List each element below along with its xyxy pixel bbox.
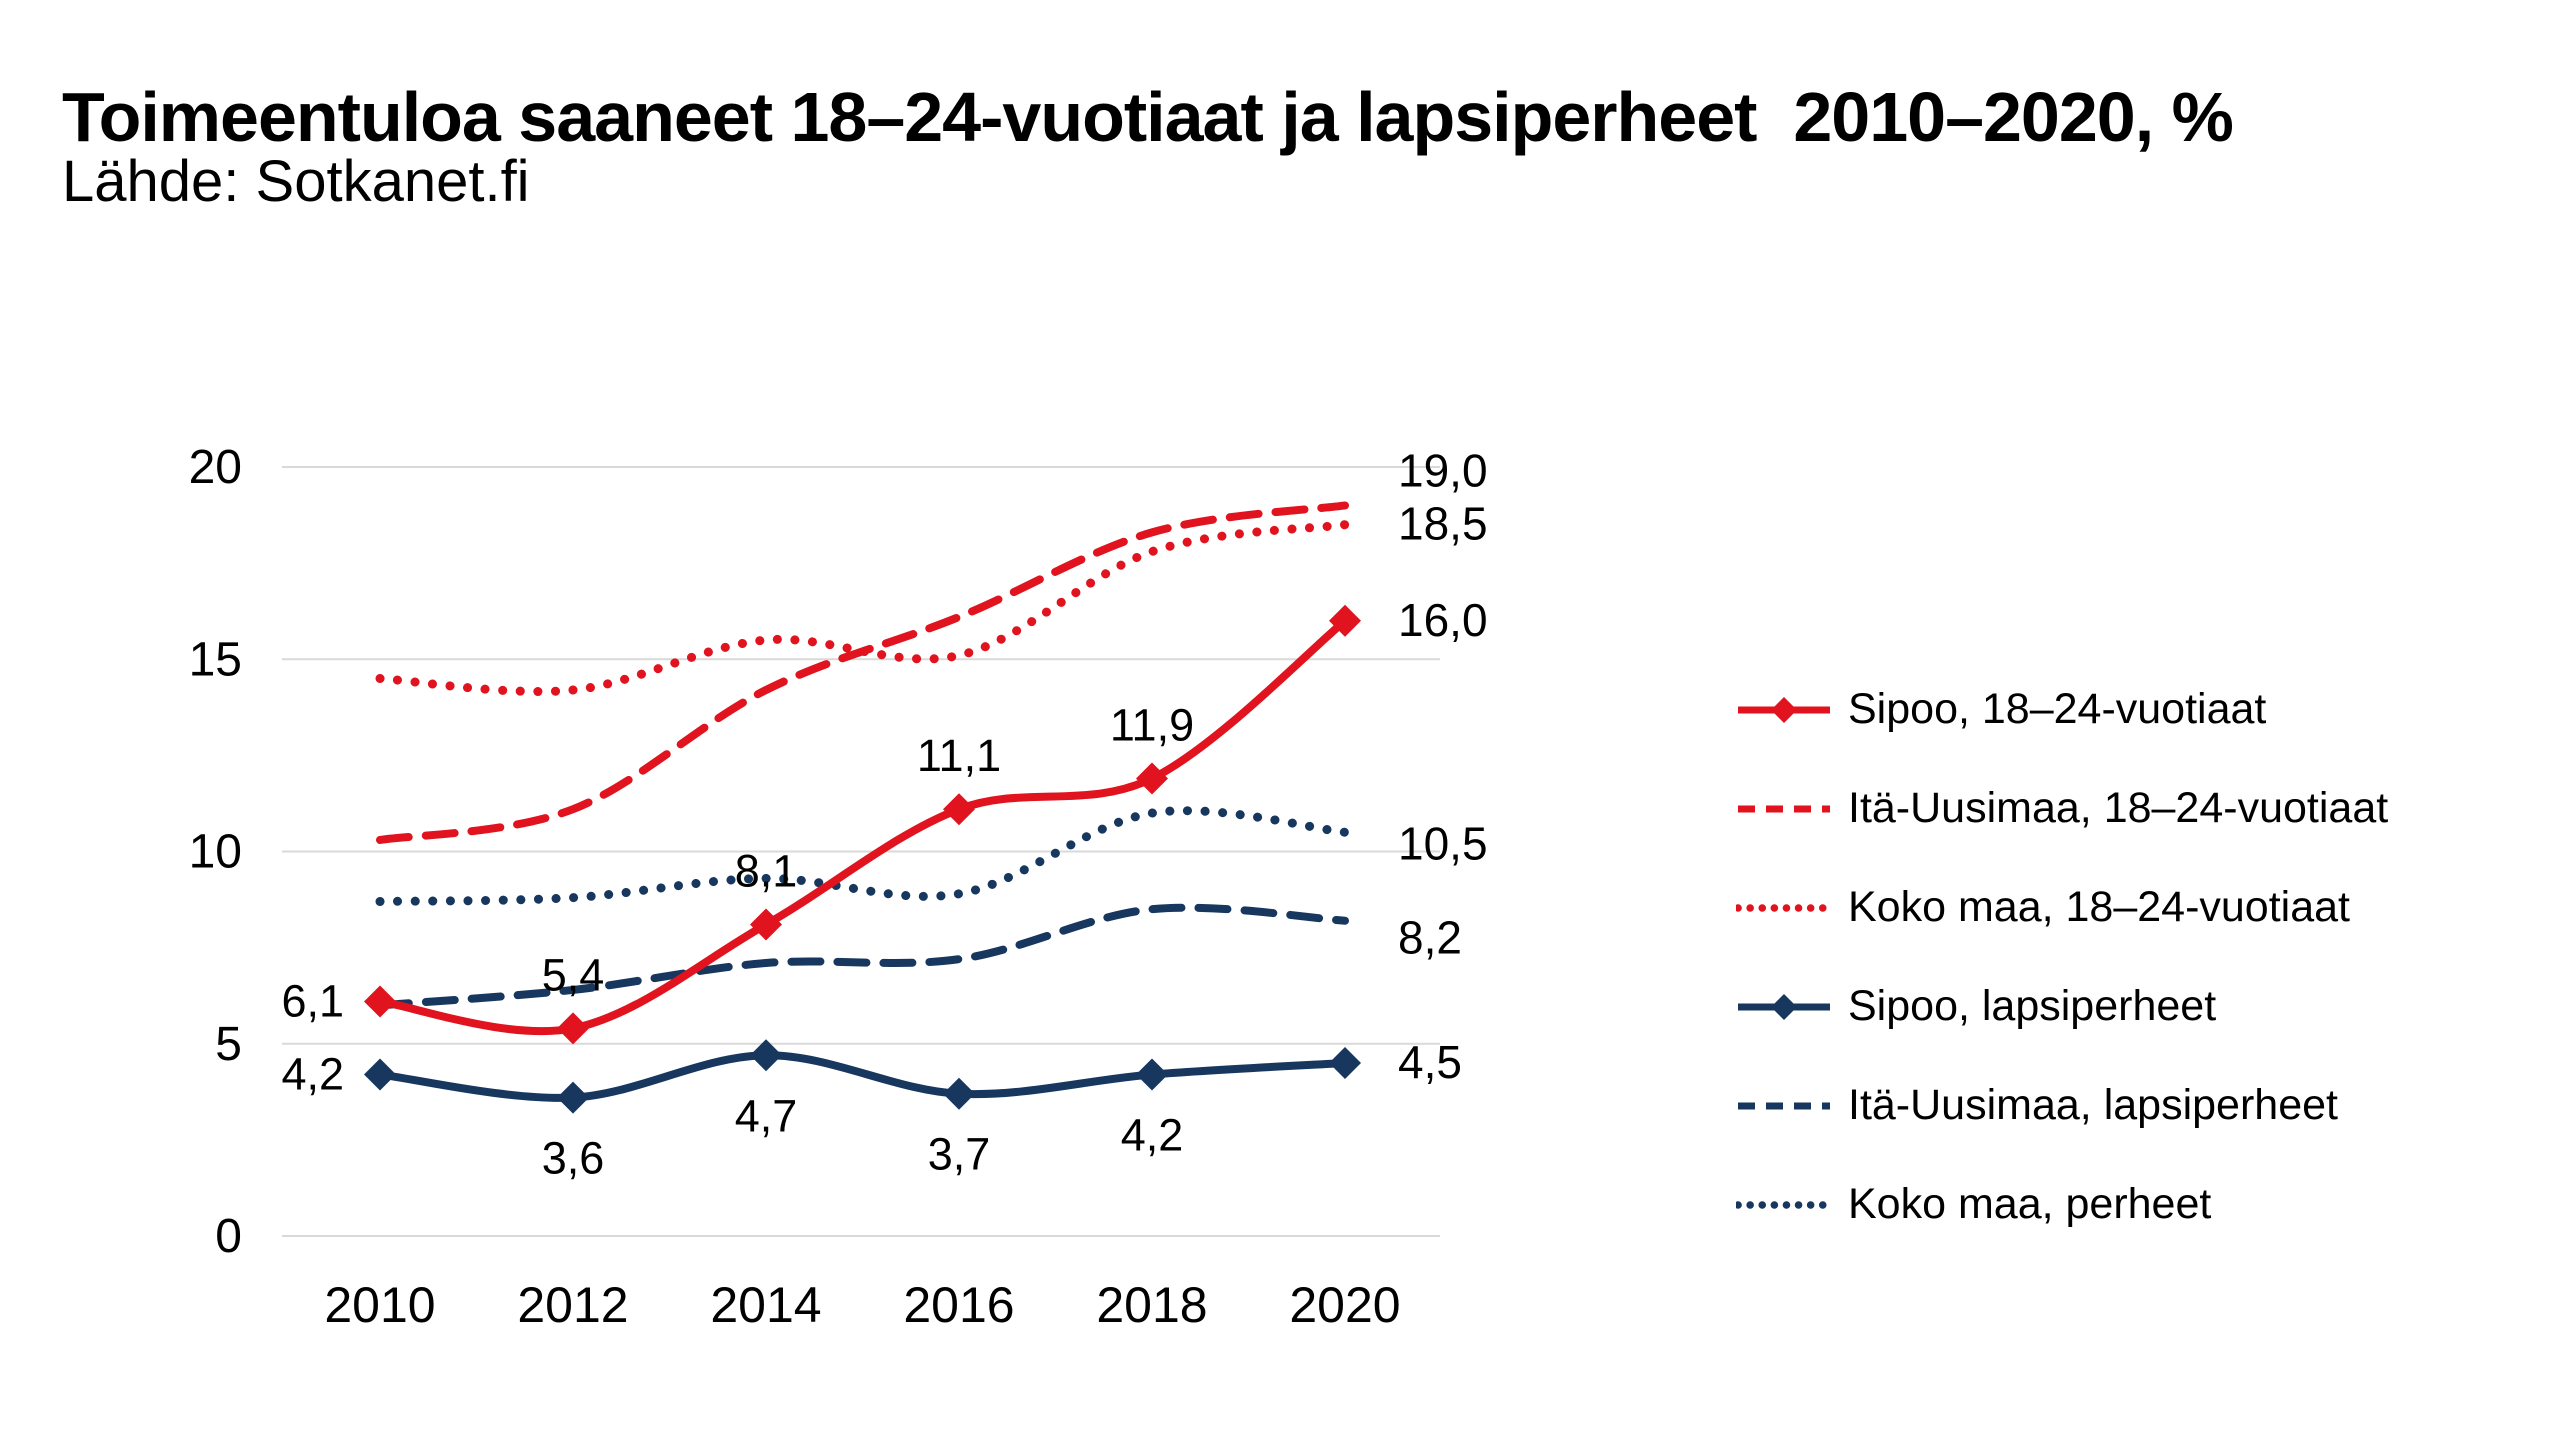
- data-label: 4,2: [1121, 1110, 1184, 1161]
- legend-swatch: [1738, 805, 1830, 812]
- y-axis-tick-label: 0: [215, 1210, 242, 1263]
- point-marker: [1136, 762, 1168, 795]
- end-data-label: 4,5: [1398, 1036, 1462, 1088]
- point-marker: [364, 985, 396, 1018]
- legend-swatch: [1738, 1102, 1830, 1109]
- data-label: 5,4: [542, 949, 605, 1000]
- point-marker: [943, 793, 975, 826]
- legend-item: Itä-Uusimaa, lapsiperheet: [1736, 1056, 2388, 1155]
- series-path: [375, 806, 1350, 906]
- legend-label: Sipoo, 18–24-vuotiaat: [1848, 685, 2267, 733]
- legend-label: Itä-Uusimaa, 18–24-vuotiaat: [1848, 784, 2389, 832]
- chart-legend: Sipoo, 18–24-vuotiaat Itä-Uusimaa, 18–24-…: [1736, 660, 2388, 1254]
- y-axis-tick-label: 5: [215, 1018, 242, 1071]
- series-path: [375, 520, 1350, 696]
- point-marker: [557, 1081, 589, 1114]
- point-marker: [1329, 1046, 1361, 1079]
- y-axis-tick-label: 15: [189, 633, 242, 686]
- legend-item: Sipoo, 18–24-vuotiaat: [1736, 660, 2388, 759]
- chart-title: Toimeentuloa saaneet 18–24-vuotiaat ja l…: [62, 77, 2234, 156]
- legend-swatch: [1738, 993, 1830, 1020]
- data-label: 3,7: [928, 1129, 991, 1180]
- series-path: [376, 501, 1349, 844]
- series-path: [376, 903, 1349, 1010]
- legend-label: Koko maa, perheet: [1848, 1180, 2212, 1228]
- end-data-label: 19,0: [1398, 444, 1488, 496]
- legend-swatch: [1736, 1200, 1832, 1209]
- y-axis-tick-label: 10: [189, 826, 242, 879]
- legend-item: Koko maa, perheet: [1736, 1155, 2388, 1254]
- data-label: 8,1: [735, 846, 798, 897]
- legend-swatch: [1738, 696, 1830, 723]
- x-axis-tick-label: 2020: [1289, 1277, 1400, 1333]
- legend-swatch: [1736, 903, 1832, 912]
- chart-source: Lähde: Sotkanet.fi: [62, 149, 530, 214]
- legend-label: Itä-Uusimaa, lapsiperheet: [1848, 1081, 2338, 1129]
- legend-label: Sipoo, lapsiperheet: [1848, 982, 2217, 1030]
- point-marker: [557, 1012, 589, 1045]
- point-marker: [1329, 604, 1361, 637]
- end-data-label: 18,5: [1398, 498, 1488, 550]
- point-marker: [750, 908, 782, 941]
- data-label: 11,1: [917, 730, 1001, 781]
- series-path: [379, 1051, 1346, 1102]
- data-label: 4,2: [281, 1049, 344, 1100]
- point-marker: [943, 1077, 975, 1110]
- point-marker: [1136, 1058, 1168, 1091]
- legend-item: Sipoo, lapsiperheet: [1736, 957, 2388, 1056]
- legend-item: Itä-Uusimaa, 18–24-vuotiaat: [1736, 759, 2388, 858]
- x-axis-tick-label: 2014: [710, 1277, 821, 1333]
- legend-item: Koko maa, 18–24-vuotiaat: [1736, 858, 2388, 957]
- y-axis-tick-label: 20: [189, 441, 242, 494]
- diamond-marker-icon: [1771, 696, 1797, 723]
- end-data-label: 8,2: [1398, 912, 1462, 964]
- diamond-marker-icon: [1771, 993, 1797, 1020]
- end-data-label: 10,5: [1398, 817, 1488, 869]
- point-marker: [750, 1039, 782, 1072]
- x-axis-tick-label: 2010: [324, 1277, 435, 1333]
- end-data-label: 16,0: [1398, 594, 1488, 646]
- series-path: [379, 617, 1348, 1036]
- data-label: 4,7: [735, 1090, 798, 1141]
- data-label: 11,9: [1110, 699, 1194, 750]
- x-axis-tick-label: 2016: [903, 1277, 1014, 1333]
- data-label: 3,6: [542, 1133, 605, 1184]
- x-axis-tick-label: 2018: [1096, 1277, 1207, 1333]
- x-axis-tick-label: 2012: [517, 1277, 628, 1333]
- point-marker: [364, 1058, 396, 1091]
- data-label: 6,1: [281, 975, 344, 1026]
- legend-label: Koko maa, 18–24-vuotiaat: [1848, 883, 2350, 931]
